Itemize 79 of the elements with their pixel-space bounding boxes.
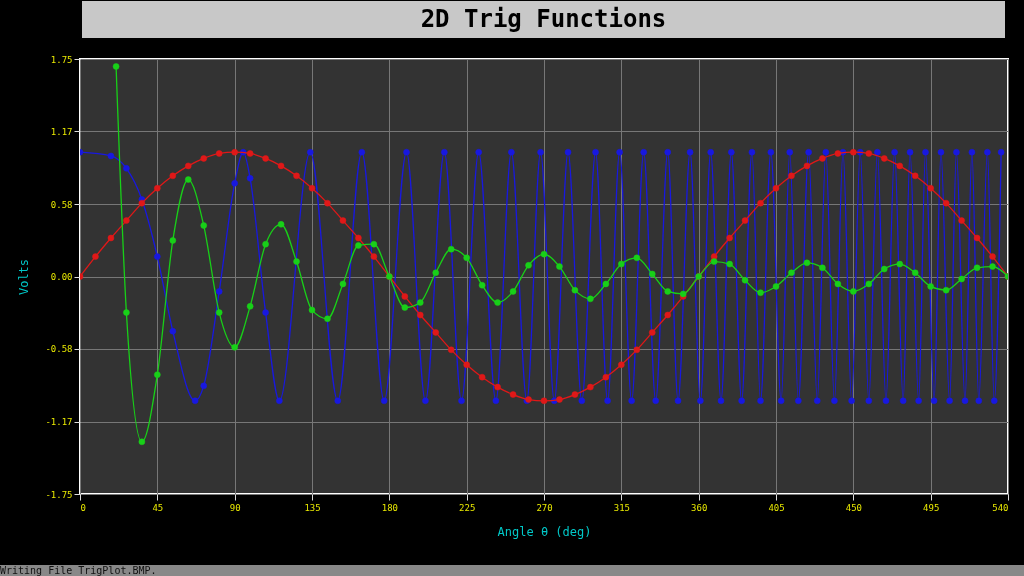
y-axis-title: Volts xyxy=(17,258,32,296)
point xyxy=(246,303,254,310)
y-tick-label: -1.75 xyxy=(45,489,73,500)
x-tick-label: 135 xyxy=(304,502,321,513)
point xyxy=(185,176,192,183)
point xyxy=(757,289,764,296)
point xyxy=(509,288,517,295)
point xyxy=(772,283,780,290)
point xyxy=(277,221,285,228)
point xyxy=(463,254,470,262)
point xyxy=(417,299,424,306)
point xyxy=(571,286,579,294)
point xyxy=(494,299,501,306)
point xyxy=(989,263,996,270)
x-tick-label: 270 xyxy=(536,502,553,513)
point xyxy=(587,295,594,303)
point xyxy=(556,263,563,270)
x-tick-label: 450 xyxy=(845,502,862,513)
point xyxy=(973,264,981,272)
point xyxy=(154,371,161,378)
x-axis-title: Angle θ (deg) xyxy=(497,524,592,539)
point xyxy=(881,265,888,273)
y-tick-label: 1.75 xyxy=(50,54,73,65)
point xyxy=(710,258,718,265)
point xyxy=(788,269,795,277)
point xyxy=(850,288,857,295)
point xyxy=(896,260,903,268)
x-tick-label: 225 xyxy=(459,502,476,513)
point xyxy=(958,275,965,283)
point xyxy=(726,260,733,268)
x-tick-label: 315 xyxy=(613,502,630,513)
x-tick-label: 405 xyxy=(768,502,785,513)
point xyxy=(525,262,532,269)
point xyxy=(865,280,873,288)
point xyxy=(633,254,641,262)
point xyxy=(339,280,347,288)
point xyxy=(942,286,950,294)
point xyxy=(540,250,548,258)
y-tick-label: 1.17 xyxy=(50,126,73,137)
y-tick-label: 0.00 xyxy=(50,272,73,282)
point xyxy=(927,283,934,290)
text: Writing File TrigPlot.BMP. xyxy=(0,565,1024,576)
point xyxy=(262,240,269,248)
point xyxy=(401,304,409,311)
x-tick-label: 360 xyxy=(691,502,708,513)
point xyxy=(169,237,177,244)
point xyxy=(432,269,439,277)
x-tick-label: 540 xyxy=(992,502,1009,513)
point xyxy=(664,288,671,295)
point xyxy=(803,259,811,267)
point xyxy=(819,264,826,272)
point xyxy=(138,438,146,446)
y-tick-label: -0.58 xyxy=(45,344,73,355)
point xyxy=(834,280,842,288)
x-tick-label: 180 xyxy=(381,502,398,513)
point xyxy=(355,242,362,249)
point xyxy=(324,315,331,322)
x-tick-label: 90 xyxy=(229,502,241,513)
point xyxy=(112,63,120,70)
y-tick-label: -1.17 xyxy=(45,417,73,428)
point xyxy=(447,245,455,253)
y-tick-label: 0.58 xyxy=(50,199,73,210)
point xyxy=(649,270,656,278)
point xyxy=(200,222,207,229)
point xyxy=(741,276,749,284)
point xyxy=(308,306,316,314)
point xyxy=(370,240,378,248)
x-tick-label: 495 xyxy=(923,502,940,513)
point xyxy=(602,280,610,288)
point xyxy=(231,344,238,351)
point xyxy=(293,258,300,265)
point xyxy=(618,260,625,268)
point xyxy=(215,309,223,316)
x-tick-label: 0 xyxy=(80,502,86,513)
chart-title: 2D Trig Functions xyxy=(82,1,1005,38)
point xyxy=(123,309,130,316)
x-tick-label: 45 xyxy=(152,502,164,513)
point xyxy=(911,269,919,277)
point xyxy=(478,281,486,289)
